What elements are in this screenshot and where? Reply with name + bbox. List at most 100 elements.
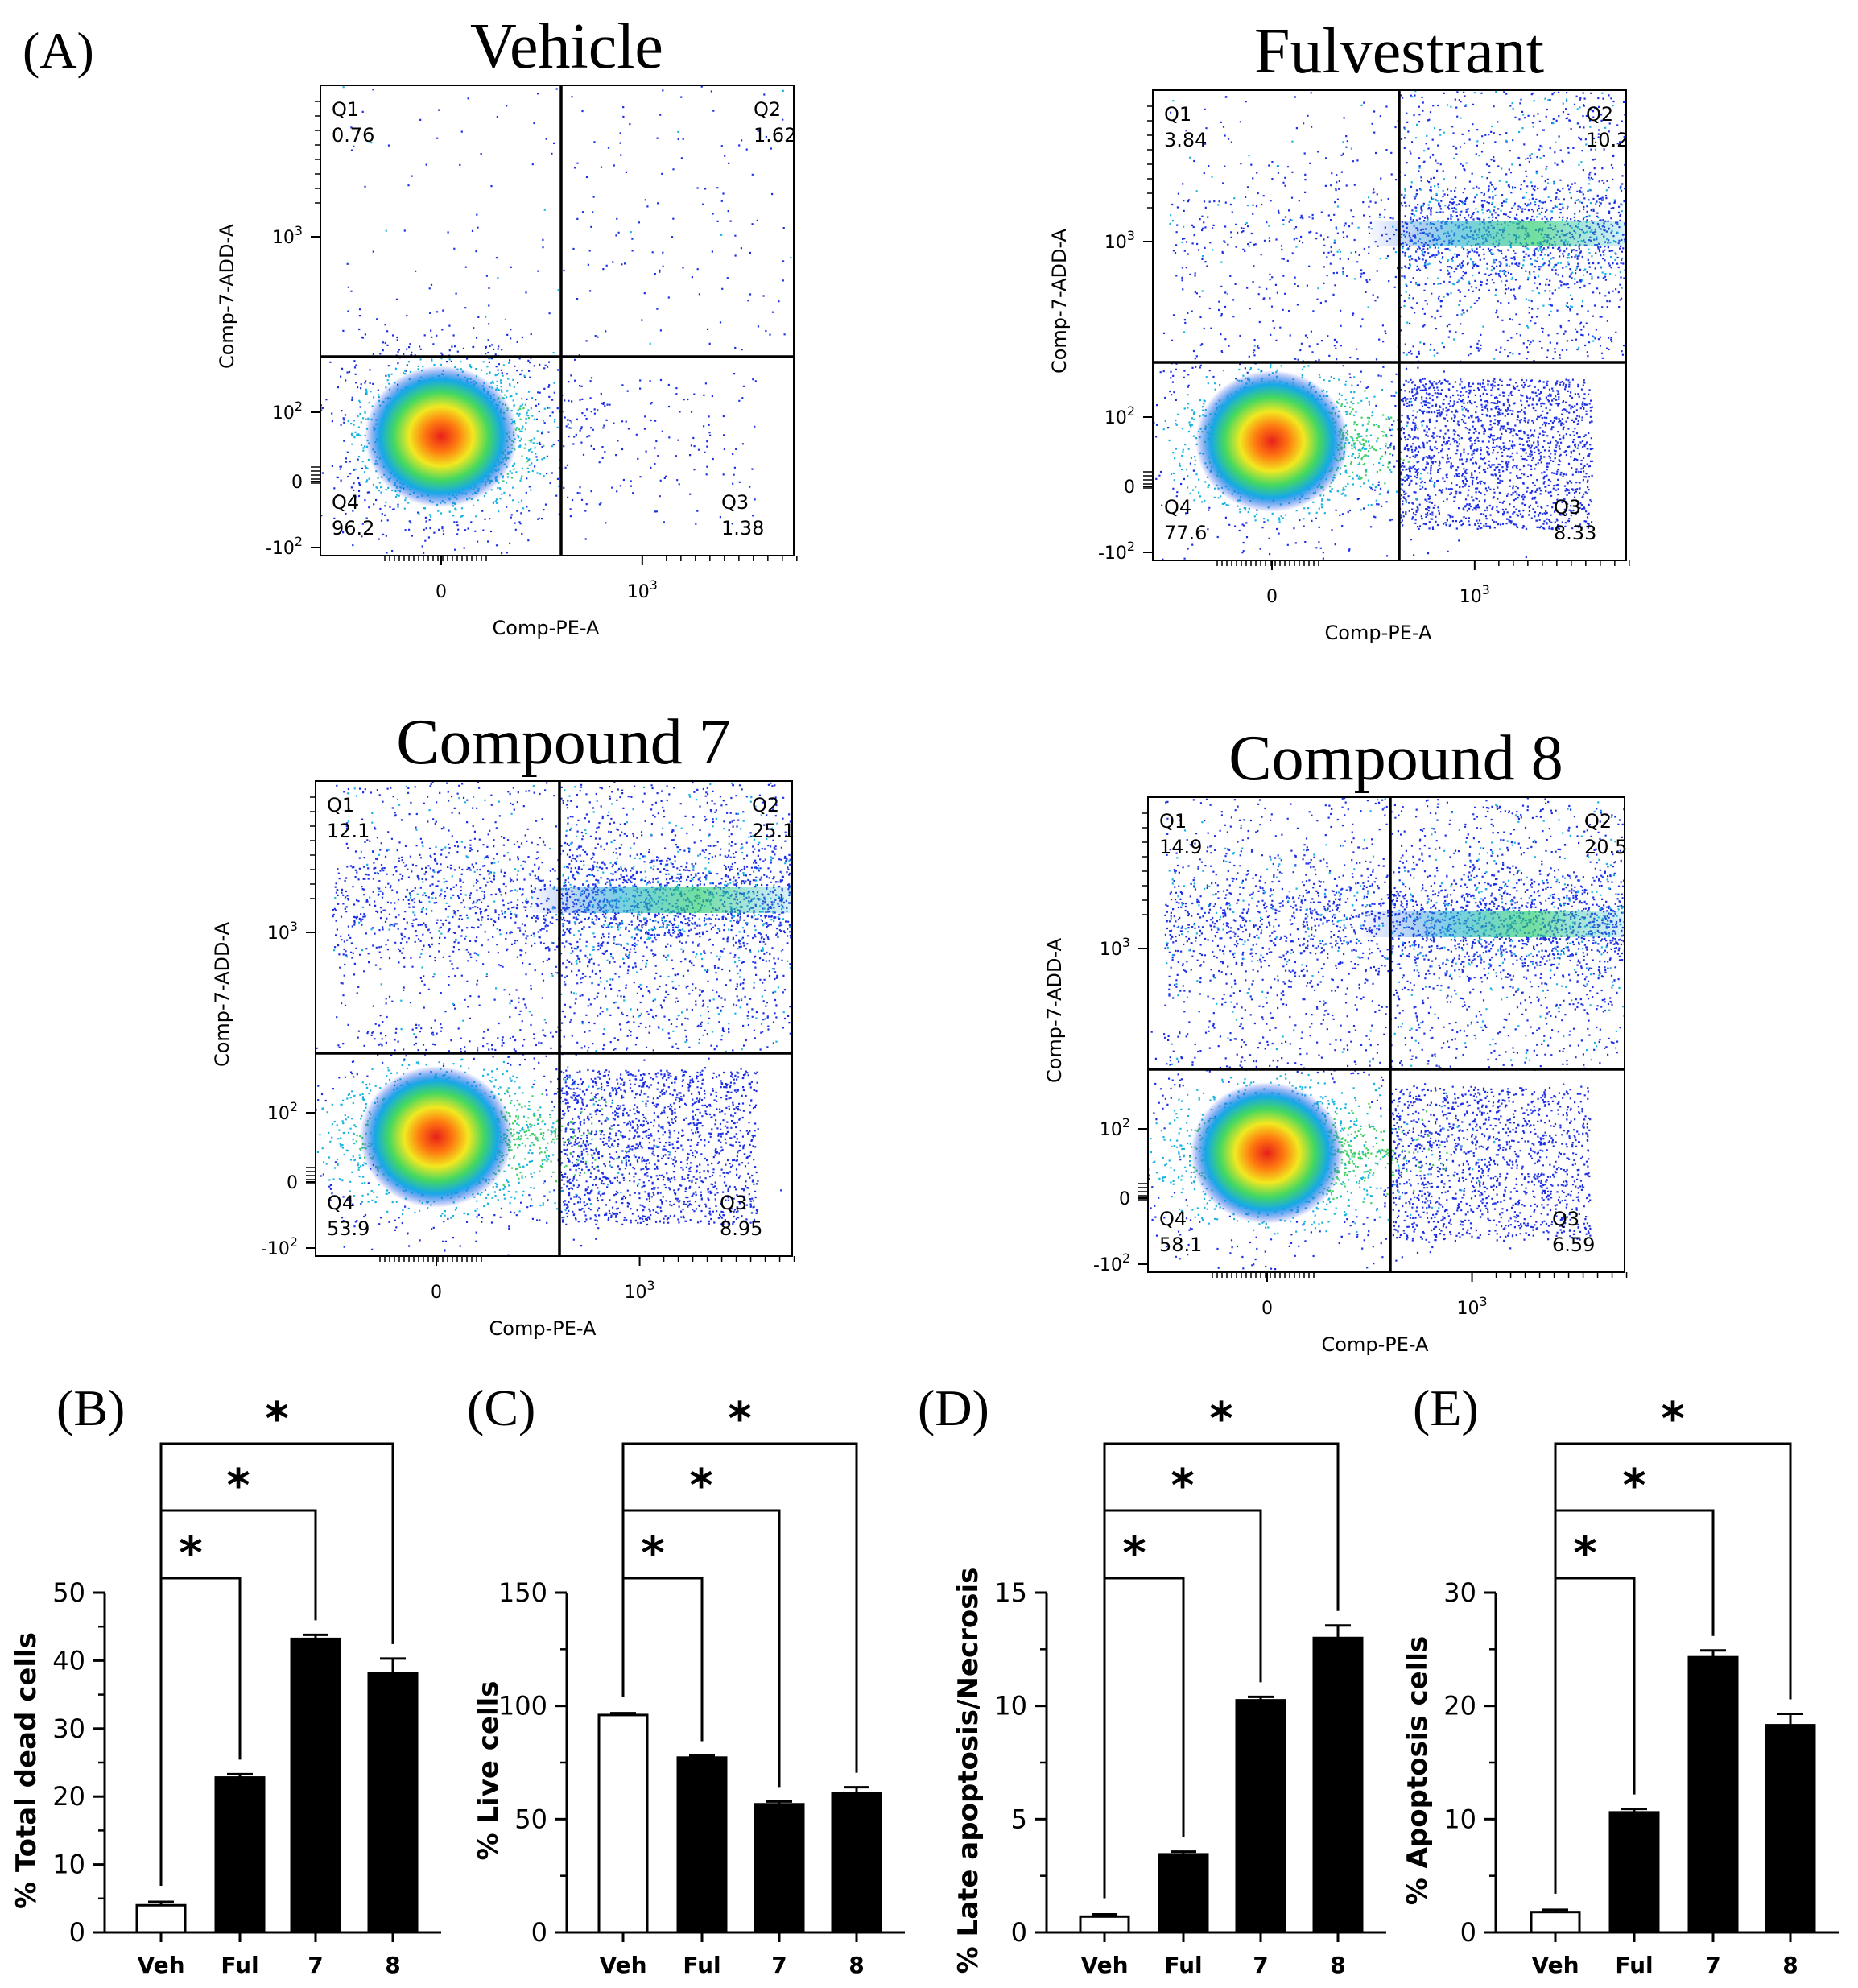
y-tick-label: -102 <box>1098 539 1135 564</box>
significance-star: * <box>1573 1527 1596 1580</box>
quadrant-value: 53.9 <box>327 1217 370 1240</box>
panel-label-e: (E) <box>1413 1379 1479 1436</box>
x-tick-label: 8 <box>848 1952 864 1978</box>
x-tick-label: Ful <box>1615 1952 1653 1978</box>
flow-title: Compound 7 <box>396 707 731 778</box>
y-tick-label: 103 <box>1100 935 1130 960</box>
significance-star: * <box>728 1393 751 1445</box>
significance-star: * <box>226 1460 250 1512</box>
panel-label-b: (B) <box>56 1379 125 1436</box>
plot-frame <box>1152 89 1627 561</box>
quadrant-value: 14.9 <box>1159 836 1202 858</box>
significance-star: * <box>1661 1393 1684 1445</box>
y-axis-label: Comp-7-ADD-A <box>1043 937 1066 1083</box>
y-tick-label: 102 <box>267 1099 298 1124</box>
quadrant-name: Q3 <box>720 1192 747 1214</box>
significance-star: * <box>641 1527 664 1580</box>
significance-bracket <box>1103 1577 1185 1899</box>
panel-label-a: (A) <box>23 22 94 79</box>
quadrant-name: Q3 <box>1554 496 1581 519</box>
bar-ful <box>1158 1853 1209 1934</box>
y-tick-label: 0 <box>1460 1917 1476 1948</box>
quadrant-name: Q4 <box>1159 1208 1187 1230</box>
density-band <box>1358 911 1625 937</box>
y-tick-label: 0 <box>1119 1189 1130 1209</box>
y-axis-label: % Apoptosis cells <box>1402 1636 1434 1906</box>
x-tick-label: 0 <box>431 1283 442 1303</box>
bar-ful <box>676 1756 728 1934</box>
bar-veh <box>135 1903 187 1934</box>
significance-bracket <box>621 1442 858 1773</box>
y-tick-label: 0 <box>1124 477 1135 498</box>
quadrant-name: Q3 <box>721 491 749 514</box>
flow-title: Fulvestrant <box>1254 16 1544 87</box>
y-tick-label: 50 <box>514 1804 547 1834</box>
y-tick-label: 150 <box>498 1577 547 1608</box>
y-axis-label: % Live cells <box>473 1680 505 1860</box>
flow-panel-1: Vehicle Q1 0.76 Q2 1.62 Q3 1.38 Q4 96.2 Comp-PE-A… <box>216 11 798 639</box>
flow-title: Compound 8 <box>1228 723 1563 794</box>
quadrant-value: 1.62 <box>754 124 796 147</box>
density-band <box>527 887 792 913</box>
x-tick-label: Veh <box>1080 1952 1128 1978</box>
x-tick-label: Ful <box>221 1952 258 1978</box>
y-tick-label: 0 <box>531 1917 547 1948</box>
quadrant-value: 3.84 <box>1164 129 1207 151</box>
x-tick-label: 8 <box>1330 1952 1345 1978</box>
x-tick-label: 7 <box>771 1952 787 1978</box>
x-tick-label: Veh <box>137 1952 184 1978</box>
quadrant-name: Q4 <box>1164 496 1191 519</box>
significance-star: * <box>1209 1393 1232 1445</box>
dots-blue <box>320 85 786 555</box>
bar-panel-c: 0 50 100 150 % Live cells Veh Ful 7 8 * * * <box>473 1393 905 1978</box>
bar-8 <box>367 1672 419 1934</box>
y-axis-label: Comp-7-ADD-A <box>216 223 238 369</box>
bar-ful <box>1608 1811 1660 1934</box>
x-axis-label: Comp-PE-A <box>493 617 600 639</box>
event-dots <box>1148 797 1625 1271</box>
flow-panel-2: Fulvestrant Q1 3.84 Q2 10.2 Q3 8.33 Q4 77.6 Comp-… <box>1048 16 1630 644</box>
density-band <box>1367 221 1626 246</box>
quadrant-name: Q1 <box>1159 810 1187 833</box>
x-tick-label: 8 <box>385 1952 400 1978</box>
density-core <box>1195 370 1348 512</box>
bar-veh <box>1079 1915 1130 1934</box>
x-tick-label: 0 <box>436 582 447 602</box>
quadrant-name: Q2 <box>1586 103 1613 126</box>
significance-star: * <box>265 1393 288 1445</box>
y-axis-label: Comp-7-ADD-A <box>211 921 233 1067</box>
x-axis-label: Comp-PE-A <box>1322 1333 1429 1356</box>
x-tick-label: Ful <box>1164 1952 1202 1978</box>
y-axis-label: % Late apoptosis/Necrosis <box>952 1568 985 1974</box>
x-tick-label: Veh <box>599 1952 646 1978</box>
bar-8 <box>1312 1636 1364 1934</box>
quadrant-value: 12.1 <box>327 820 370 842</box>
quadrant-value: 77.6 <box>1164 522 1207 544</box>
quadrant-value: 1.38 <box>721 517 764 539</box>
bar-7 <box>290 1637 341 1934</box>
quadrant-value: 8.95 <box>720 1217 762 1240</box>
event-dots <box>1153 90 1626 560</box>
panel-label-d: (D) <box>918 1379 989 1436</box>
bar-ful <box>214 1776 266 1934</box>
plot-frame <box>320 85 795 556</box>
y-tick-label: 100 <box>498 1691 547 1721</box>
quadrant-value: 0.76 <box>332 124 374 147</box>
y-tick-label: 103 <box>272 223 303 248</box>
significance-bracket <box>1554 1442 1792 1881</box>
y-tick-label: -102 <box>266 534 303 559</box>
x-tick-label: Veh <box>1531 1952 1579 1978</box>
quadrant-value: 96.2 <box>332 517 374 539</box>
y-tick-label: 30 <box>52 1713 85 1744</box>
flow-panel-3: Compound 7 Q1 12.1 Q2 25.1 Q3 8.95 Q4 53.9 Comp-P… <box>211 707 795 1340</box>
quadrant-name: Q1 <box>332 98 359 121</box>
x-tick-label: 103 <box>1460 582 1490 607</box>
density-core <box>360 1066 513 1208</box>
density-core <box>1191 1082 1344 1224</box>
significance-star: * <box>179 1527 202 1580</box>
y-tick-label: 20 <box>52 1781 85 1812</box>
y-tick-label: 20 <box>1443 1691 1476 1721</box>
